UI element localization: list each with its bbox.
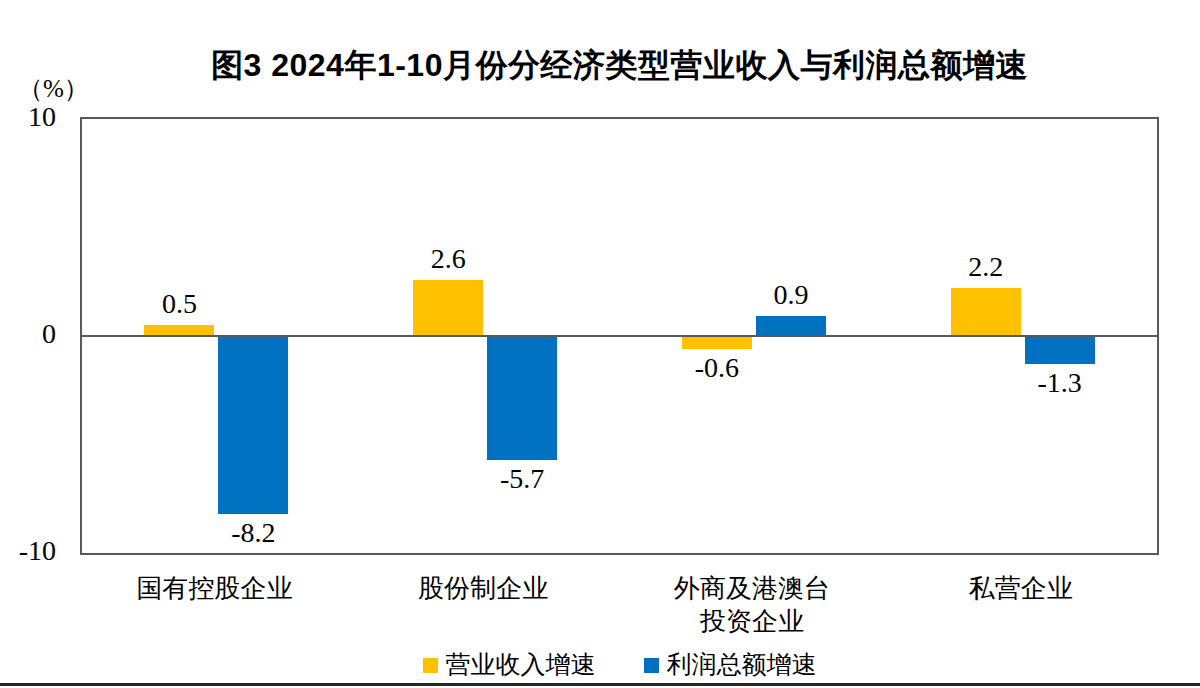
category-label: 股份制企业 [363,572,603,605]
legend-swatch-icon [644,658,659,673]
chart-title: 图3 2024年1-10月份分经济类型营业收入与利润总额增速 [80,44,1159,88]
y-axis-unit-label: （%） [18,76,89,102]
bar-value-label: 2.2 [926,252,1046,282]
legend: 营业收入增速 利润总额增速 [80,652,1159,678]
revenue-bar [951,288,1021,336]
bar-value-label: 2.6 [388,244,508,274]
plot-area: 0.5 2.6 -0.6 2.2 -8.2 -5.7 0.9 -1.3 [80,117,1159,555]
legend-label: 营业收入增速 [446,652,596,678]
category-label: 私营企业 [901,572,1141,605]
bar-value-label: -1.3 [1000,368,1120,398]
legend-item: 利润总额增速 [644,652,817,678]
legend-swatch-icon [423,658,438,673]
y-tick-label: 0 [0,319,56,349]
profit-bar [1025,336,1095,364]
category-label: 外商及港澳台 投资企业 [632,572,872,638]
bar-value-label: 0.5 [119,289,239,319]
y-tick-label: 10 [0,102,56,132]
zero-axis-line [82,335,1157,337]
profit-bar [756,316,826,336]
bar-value-label: -5.7 [462,464,582,494]
revenue-bar [413,280,483,336]
profit-bar [218,336,288,514]
category-label: 国有控股企业 [94,572,334,605]
bottom-rule [0,683,1200,686]
legend-item: 营业收入增速 [423,652,596,678]
legend-label: 利润总额增速 [667,652,817,678]
revenue-bar [682,336,752,349]
bar-value-label: -8.2 [193,518,313,548]
chart-figure: 图3 2024年1-10月份分经济类型营业收入与利润总额增速 （%） 10 0 -1… [0,0,1200,688]
y-tick-label: -10 [0,536,56,566]
bar-value-label: -0.6 [657,353,777,383]
bar-value-label: 0.9 [731,280,851,310]
profit-bar [487,336,557,460]
